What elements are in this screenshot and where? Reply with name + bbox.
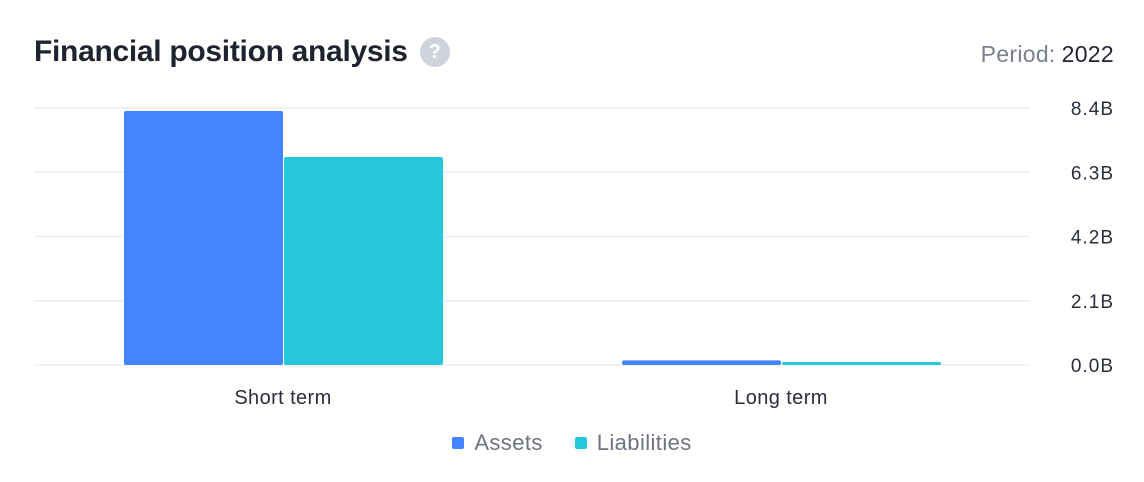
legend-swatch-assets xyxy=(452,437,465,449)
chart-title: Financial position analysis xyxy=(34,35,408,68)
period-selector[interactable]: Period: 2022 xyxy=(981,30,1114,78)
y-tick-label: 4.2B xyxy=(1071,228,1114,249)
legend-item-liabilities[interactable]: Liabilities xyxy=(574,430,692,456)
chart-legend: Assets Liabilities xyxy=(0,430,1144,456)
legend-label-assets: Assets xyxy=(474,430,543,455)
y-tick-label: 2.1B xyxy=(1071,292,1114,313)
chart-header: Financial position analysis ? Period: 202… xyxy=(34,30,1114,78)
y-tick-label: 6.3B xyxy=(1071,163,1114,184)
x-category-label: Long term xyxy=(734,387,828,409)
bar-liabilities-long-term[interactable] xyxy=(782,361,941,365)
title-group: Financial position analysis ? xyxy=(34,30,450,74)
legend-label-liabilities: Liabilities xyxy=(596,430,692,455)
period-label: Period: xyxy=(980,41,1056,67)
help-icon[interactable]: ? xyxy=(419,37,450,67)
period-value: 2022 xyxy=(1061,41,1114,67)
legend-item-assets[interactable]: Assets xyxy=(452,430,542,456)
y-tick-label: 8.4B xyxy=(1071,99,1114,120)
y-tick-label: 0.0B xyxy=(1071,356,1114,377)
bar-assets-long-term[interactable] xyxy=(622,360,781,365)
bar-liabilities-short-term[interactable] xyxy=(284,156,443,365)
x-category-label: Short term xyxy=(234,387,331,409)
legend-swatch-liabilities xyxy=(574,437,587,449)
bar-assets-short-term[interactable] xyxy=(124,111,283,365)
